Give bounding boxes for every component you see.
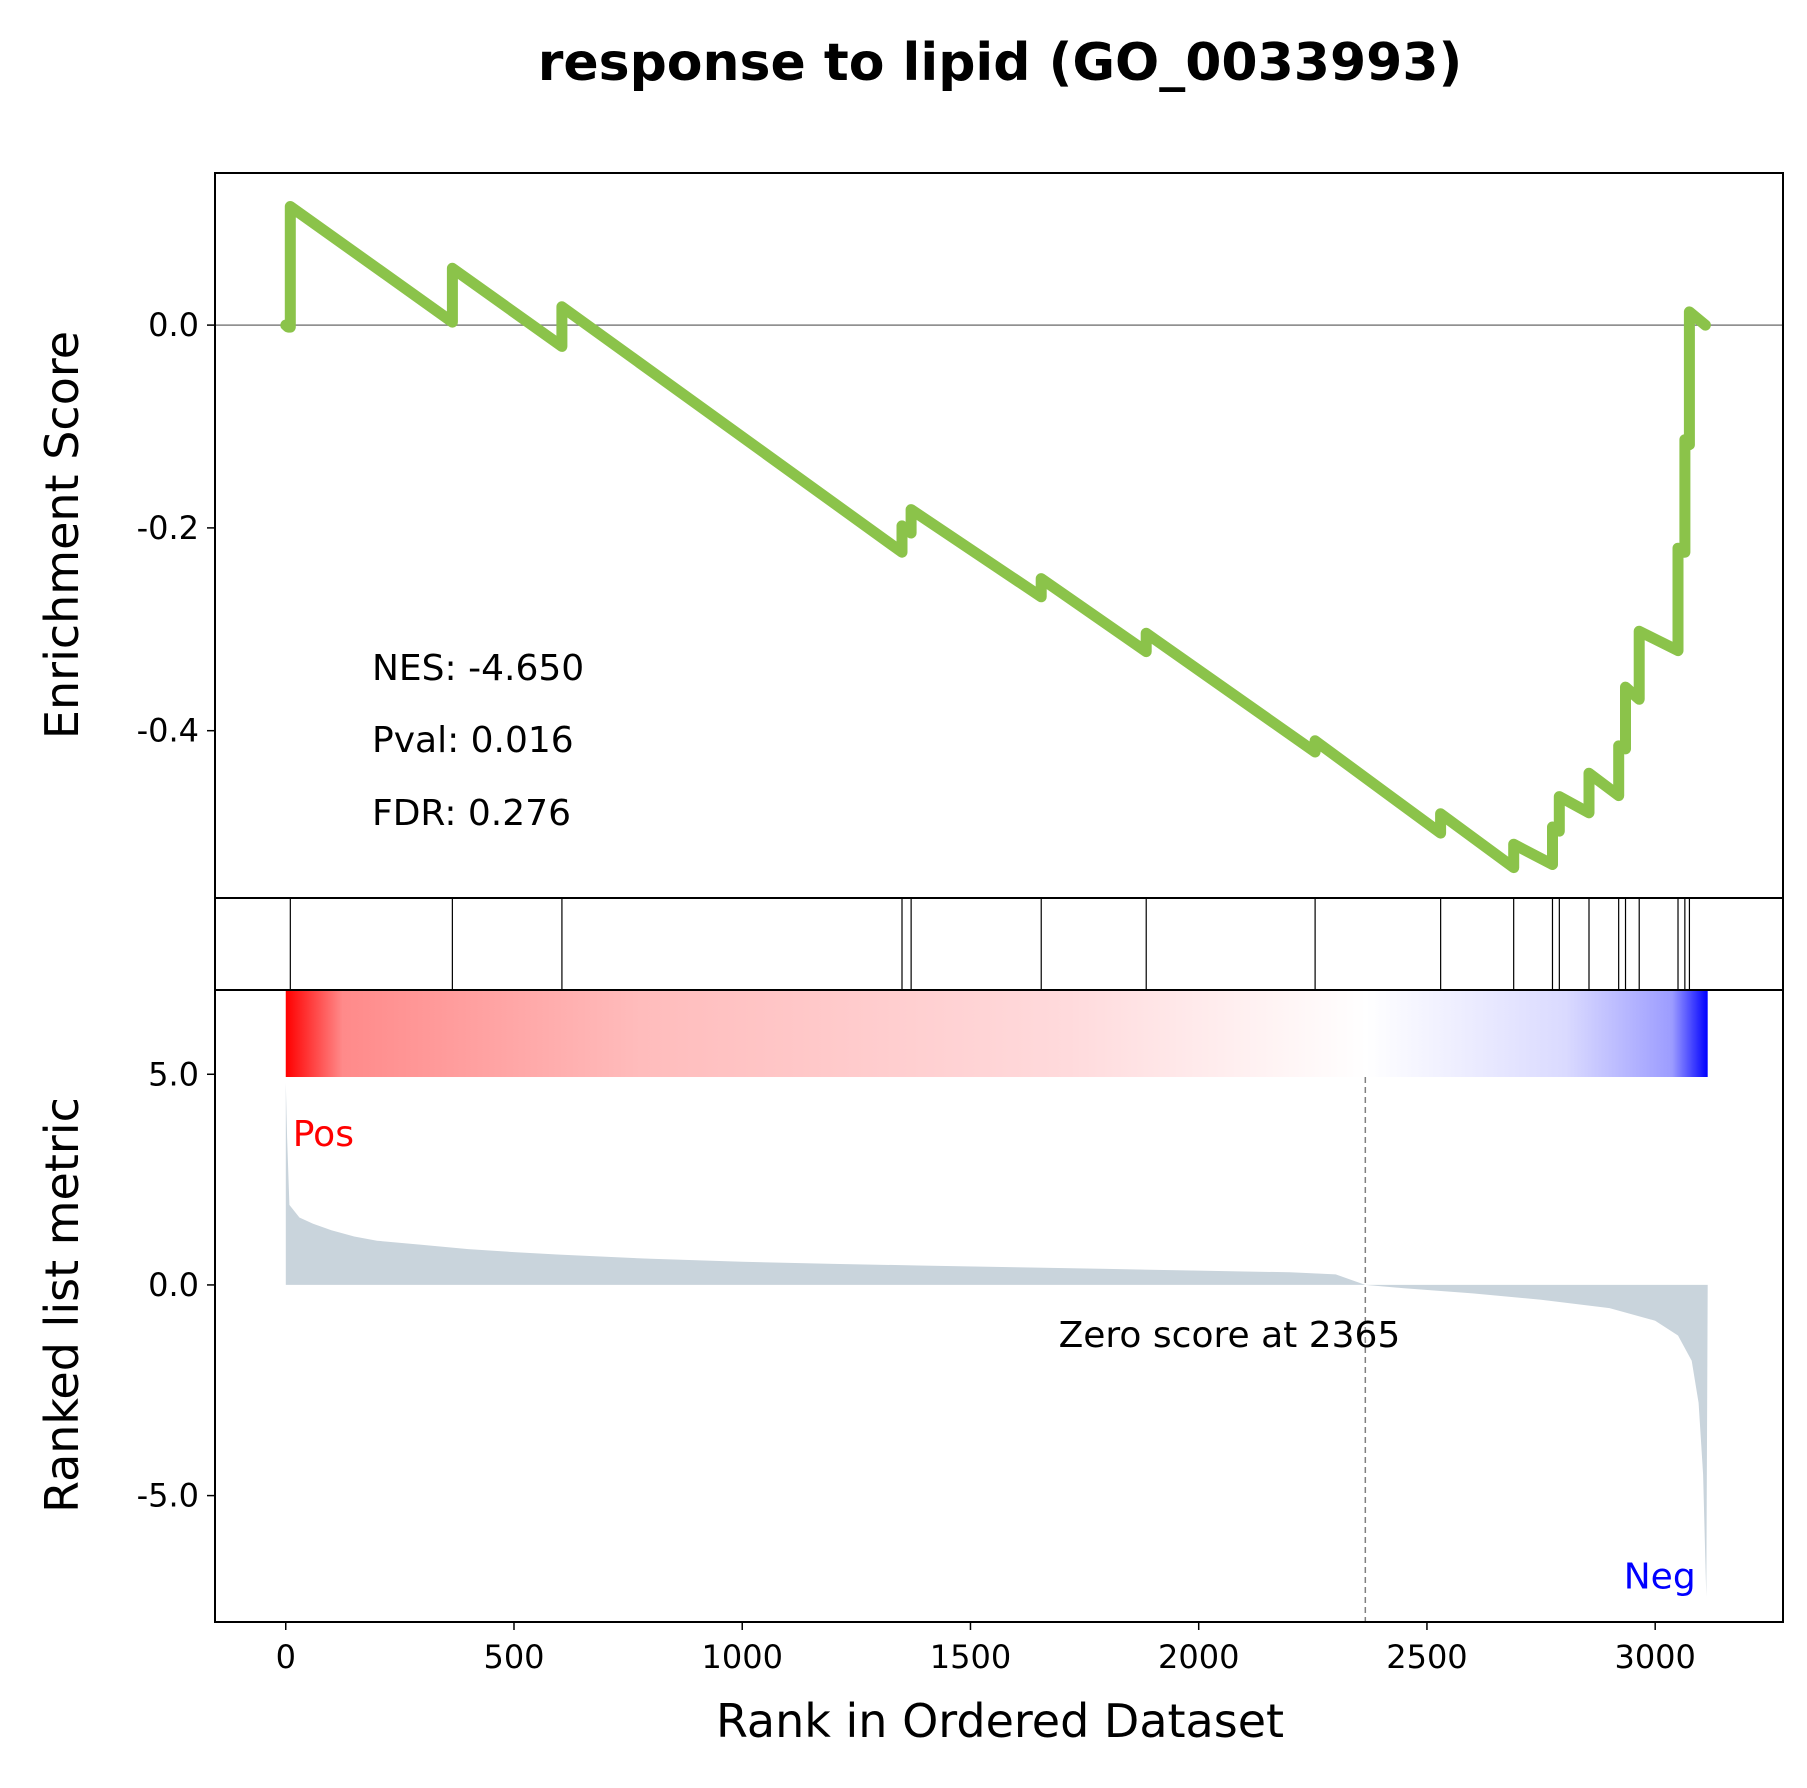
x-tick-label: 1500: [930, 1638, 1011, 1676]
x-tick-label: 2500: [1386, 1638, 1467, 1676]
metric-y-tick-label: 5.0: [148, 1055, 199, 1093]
x-axis-label: Rank in Ordered Dataset: [716, 1694, 1284, 1748]
es-y-axis-label: Enrichment Score: [35, 331, 89, 739]
pos-label: Pos: [293, 1114, 354, 1155]
neg-label: Neg: [1624, 1556, 1696, 1597]
zero-score-label: Zero score at 2365: [1059, 1315, 1401, 1356]
x-axis-ticks: 0 500 1000 1500 2000 2500 3000: [276, 1622, 1696, 1676]
ranked-metric-panel: 5.0 0.0 -5.0 Zero score at 2365 Pos Neg: [137, 989, 1784, 1623]
fdr-label: FDR: 0.276: [372, 793, 571, 834]
pval-label: Pval: 0.016: [372, 720, 574, 761]
es-series-line: [280, 201, 1711, 874]
es-y-ticks: 0.0 -0.2 -0.4: [137, 306, 215, 750]
x-tick-label: 500: [483, 1638, 544, 1676]
chart-title: response to lipid (GO_0033993): [538, 33, 1463, 93]
metric-y-tick-label: 0.0: [148, 1266, 199, 1304]
metric-y-axis-label: Ranked list metric: [35, 1097, 89, 1513]
enrichment-score-panel: 0.0 -0.2 -0.4 NES: -4.650 Pval: 0.016 FDR:…: [137, 172, 1784, 899]
nes-label: NES: -4.650: [372, 648, 584, 689]
es-y-tick-label: -0.4: [137, 712, 199, 750]
rank-heatmap-bar: [285, 991, 1708, 1077]
hits-panel-frame: [214, 897, 1784, 991]
es-y-tick-label: 0.0: [148, 306, 199, 344]
metric-panel-frame: [214, 989, 1784, 1623]
gene-hits-panel: [214, 897, 1784, 991]
es-y-tick-label: -0.2: [137, 509, 199, 547]
metric-y-ticks: 5.0 0.0 -5.0: [137, 1055, 215, 1515]
x-tick-label: 3000: [1614, 1638, 1695, 1676]
x-tick-label: 2000: [1158, 1638, 1239, 1676]
x-tick-label: 0: [276, 1638, 296, 1676]
metric-y-tick-label: -5.0: [137, 1477, 199, 1515]
ranked-metric-area: [285, 1082, 1708, 1597]
x-tick-label: 1000: [702, 1638, 783, 1676]
